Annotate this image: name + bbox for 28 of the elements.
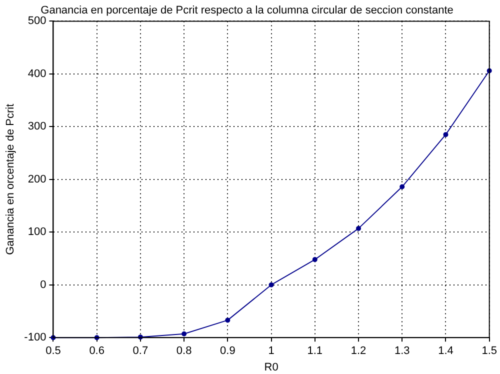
x-tick-label: 1	[268, 345, 274, 358]
chart-title: Ganancia en porcentaje de Pcrit respecto a la columna circular de seccion constante	[40, 4, 454, 17]
y-tick-label: 200	[28, 173, 46, 186]
point	[443, 132, 448, 138]
y-tick-label: 0	[40, 278, 46, 291]
point	[356, 226, 362, 231]
point	[312, 257, 318, 262]
x-tick-label: 1.3	[394, 345, 410, 358]
point	[225, 318, 230, 323]
x-tick-label: 1.1	[307, 345, 323, 358]
y-tick-label: 100	[28, 226, 46, 238]
point	[268, 282, 274, 288]
x-tick-label: 0.9	[220, 345, 236, 358]
x-tick-label: 0.5	[46, 345, 61, 358]
y-tick-label: 300	[28, 120, 46, 133]
point	[400, 184, 405, 190]
x-tick-label: 0.7	[132, 345, 148, 358]
x-tick-label: 0.6	[89, 345, 104, 358]
point	[182, 331, 187, 336]
x-tick-label: 1.5	[482, 345, 498, 358]
x-tick-label: 1.2	[350, 345, 366, 358]
x-tick-label: 1.4	[438, 345, 454, 358]
x-tick-label: 0.8	[176, 345, 192, 358]
y-tick-label: -100	[24, 332, 46, 344]
y-axis-title: Ganancia en orcentaje de Pcrit	[4, 104, 17, 255]
y-tick-label: 500	[28, 15, 46, 28]
x-axis-title: R0	[264, 361, 278, 374]
y-tick-label: 400	[28, 68, 46, 80]
